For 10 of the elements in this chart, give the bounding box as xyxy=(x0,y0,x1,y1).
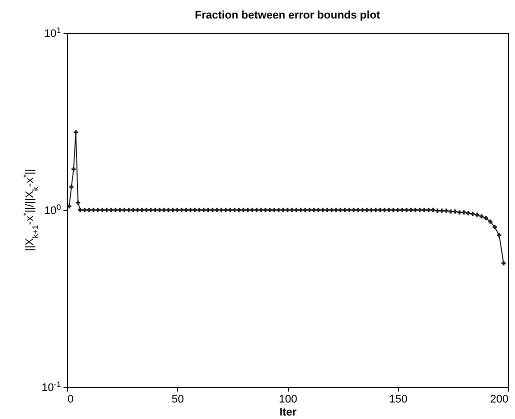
y-tick-label: 10$^{1}$ xyxy=(44,26,62,40)
x-tick-label: 150 xyxy=(389,394,408,406)
y-tick-label: 10$^{0}$ xyxy=(44,202,62,217)
x-tick-label: 100 xyxy=(278,394,298,406)
chart-title: Fraction between error bounds plot xyxy=(194,10,380,22)
x-tick-label: 200 xyxy=(490,394,508,406)
x-tick-label: 50 xyxy=(172,394,184,406)
y-tick-label: 10$^{-1}$ xyxy=(42,380,62,394)
x-tick-label: 0 xyxy=(68,394,74,406)
x-axis-title: Iter xyxy=(279,406,298,418)
